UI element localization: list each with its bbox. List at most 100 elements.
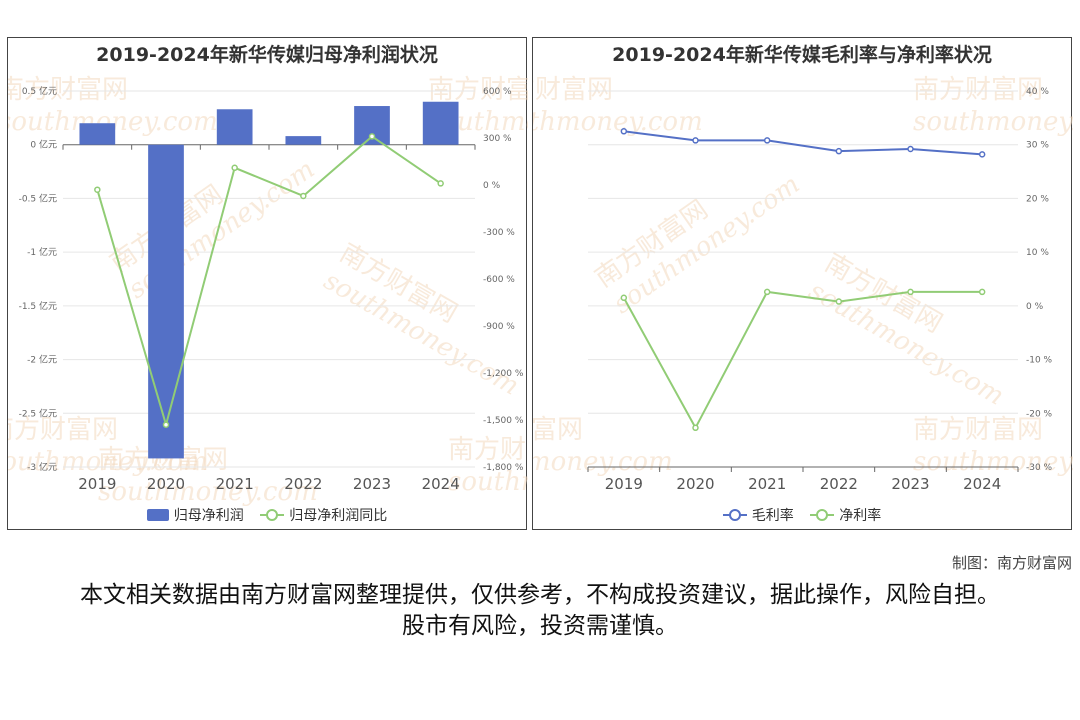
watermark-text: southmoney.com (448, 467, 528, 497)
watermark-text: 南方财富网 (533, 75, 613, 105)
watermark-text: southmoney.com (533, 447, 673, 477)
bar-swatch-icon (146, 509, 169, 521)
data-point (978, 288, 986, 296)
legend-label: 净利率 (839, 508, 882, 524)
series-line (96, 135, 442, 429)
y-tick-label-right: -1,200 % (483, 369, 524, 379)
y-tick-label-left: -2 亿元 (27, 354, 57, 366)
bar (79, 123, 116, 145)
chart-panel-margins: 南方财富网southmoney.com南方财富网southmoney.com南方… (532, 37, 1073, 530)
watermark-text: southmoney.com (533, 107, 703, 137)
chart-title: 2019-2024年新华传媒归母净利润状况 (96, 44, 438, 66)
bar (285, 136, 322, 145)
source-credit: 制图：南方财富网 (951, 554, 1072, 572)
legend-item-net-profit[interactable]: 归母净利润 (146, 505, 244, 525)
data-point (692, 137, 699, 144)
y-tick-label-left: 0 亿元 (30, 139, 57, 151)
y-tick-label-right: 0 % (483, 181, 501, 191)
bar (422, 101, 459, 145)
y-tick-label-right: -1,500 % (483, 416, 524, 426)
watermark-text: southmoney.com (913, 107, 1073, 137)
data-point (763, 137, 771, 144)
data-point (907, 145, 914, 153)
x-tick-label: 2021 (216, 475, 254, 493)
legend-item-gross-margin[interactable]: 毛利率 (722, 505, 794, 525)
watermark-text: 南方财富网 (8, 75, 128, 105)
watermark-text: southmoney.com (98, 477, 318, 507)
data-point (231, 164, 238, 172)
data-point (620, 294, 628, 302)
y-tick-label-left: -1.5 亿元 (19, 300, 57, 312)
y-tick-label-right: -20 % (1026, 409, 1053, 419)
x-tick-label: 2019 (78, 475, 116, 493)
watermark-text: 南方财富网 (8, 415, 118, 445)
legend-item-net-profit-yoy[interactable]: 归母净利润同比 (260, 505, 387, 525)
y-tick-label-right: 10 % (1026, 248, 1049, 258)
data-point (978, 151, 986, 158)
legend: 毛利率 净利率 (533, 505, 1071, 525)
data-point (162, 421, 170, 428)
margins-chart: 南方财富网southmoney.com南方财富网southmoney.com南方… (533, 75, 1073, 493)
watermark-text: 南方财富网 (533, 415, 583, 445)
data-point (835, 147, 843, 155)
y-tick-label-left: -0.5 亿元 (19, 192, 57, 204)
series-line (623, 130, 983, 156)
data-point (835, 298, 843, 305)
data-point (94, 186, 101, 193)
bar (148, 144, 184, 459)
data-point (620, 128, 628, 135)
y-tick-label-left: -1 亿元 (27, 246, 57, 258)
x-tick-label: 2024 (422, 475, 460, 493)
line-marker-icon (722, 509, 747, 521)
watermark-text: 南方财富网 (913, 415, 1043, 445)
bar (216, 109, 253, 145)
net-profit-chart: 南方财富网southmoney.com南方财富网southmoney.com南方… (8, 75, 528, 507)
y-tick-label-right: -300 % (483, 228, 515, 238)
y-tick-label-right: 300 % (483, 134, 512, 144)
line-marker-icon (260, 509, 285, 521)
y-tick-label-right: 600 % (483, 87, 512, 97)
x-tick-label: 2023 (891, 475, 929, 493)
y-tick-label-right: -1,800 % (483, 463, 524, 473)
y-tick-label-left: 0.5 亿元 (22, 85, 57, 97)
watermark-text: 南方财富网 (913, 75, 1043, 105)
line-marker-icon (810, 509, 835, 521)
data-point (907, 288, 914, 296)
series-line (622, 290, 983, 430)
y-tick-label-right: -30 % (1026, 463, 1053, 473)
x-tick-label: 2020 (147, 475, 185, 493)
x-tick-label: 2021 (748, 475, 786, 493)
x-tick-label: 2020 (676, 475, 714, 493)
x-tick-label: 2024 (963, 475, 1001, 493)
legend-label: 归母净利润同比 (289, 508, 388, 524)
watermark-text: southmoney.com (913, 447, 1073, 477)
watermark-text: 南方财富网 (428, 75, 528, 105)
y-tick-label-left: -3 亿元 (27, 461, 57, 473)
data-point (437, 180, 444, 187)
chart-panel-net-profit: 南方财富网southmoney.com南方财富网southmoney.com南方… (7, 37, 528, 530)
data-point (300, 192, 307, 200)
data-point (763, 288, 771, 296)
y-tick-label-right: 20 % (1026, 194, 1049, 204)
y-tick-label-right: 40 % (1026, 87, 1049, 97)
x-tick-label: 2019 (605, 475, 643, 493)
legend-label: 归母净利润 (173, 508, 244, 524)
watermark-text: 南方财富网 (448, 435, 528, 465)
x-tick-label: 2023 (353, 475, 391, 493)
y-tick-label-right: 0 % (1026, 302, 1044, 312)
y-tick-label-right: -900 % (483, 322, 515, 332)
y-tick-label-right: -10 % (1026, 356, 1053, 366)
y-tick-label-left: -2.5 亿元 (19, 407, 57, 419)
disclaimer-text: 本文相关数据由南方财富网整理提供，仅供参考，不构成投资建议，据此操作，风险自担。… (80, 582, 1000, 639)
legend-item-net-margin[interactable]: 净利率 (810, 505, 881, 525)
y-tick-label-right: -600 % (483, 275, 515, 285)
